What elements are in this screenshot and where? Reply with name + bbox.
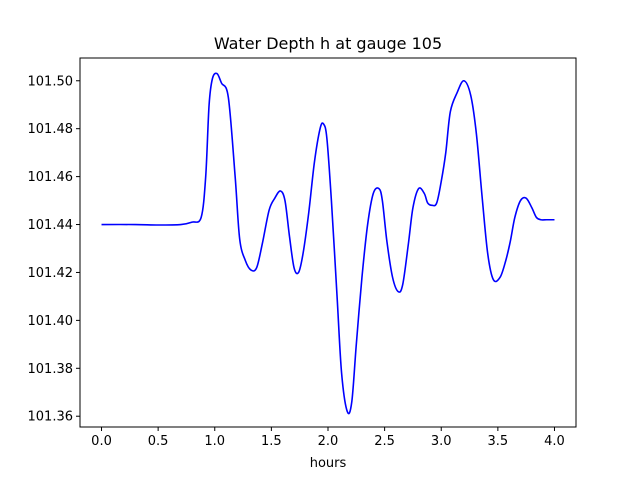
- y-tick-label: 101.38: [28, 362, 74, 377]
- x-axis-label: hours: [310, 456, 347, 471]
- chart-title: Water Depth h at gauge 105: [214, 34, 442, 53]
- x-axis-ticks: 0.0 0.5 1.0 1.5 2.0 2.5 3.0 3.5 4.0: [91, 427, 565, 449]
- y-tick-label: 101.46: [28, 170, 74, 185]
- x-tick-label: 4.0: [544, 434, 565, 449]
- x-tick-label: 1.0: [204, 434, 225, 449]
- x-tick-label: 2.0: [318, 434, 339, 449]
- plot-frame: [79, 57, 577, 428]
- x-tick-label: 0.5: [148, 434, 169, 449]
- plot-lines: [101, 72, 555, 415]
- series-line-0: [101, 72, 555, 415]
- y-tick-label: 101.50: [28, 74, 74, 89]
- y-tick-label: 101.36: [28, 410, 74, 425]
- y-tick-label: 101.42: [28, 266, 74, 281]
- x-tick-label: 3.5: [488, 434, 509, 449]
- y-tick-label: 101.40: [28, 314, 74, 329]
- y-tick-label: 101.44: [28, 218, 74, 233]
- y-axis-ticks: 101.36 101.38 101.40 101.42 101.44 101.46 101.…: [28, 74, 80, 425]
- y-tick-label: 101.48: [28, 122, 74, 137]
- x-tick-label: 3.0: [431, 434, 452, 449]
- x-tick-label: 1.5: [261, 434, 282, 449]
- x-tick-label: 0.0: [91, 434, 112, 449]
- x-tick-label: 2.5: [374, 434, 395, 449]
